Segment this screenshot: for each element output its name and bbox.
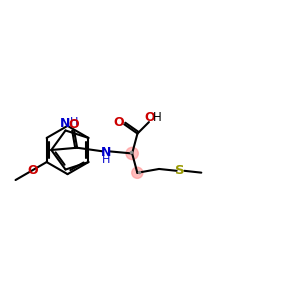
- Text: O: O: [144, 111, 155, 124]
- Text: O: O: [68, 118, 79, 131]
- Text: H: H: [153, 111, 161, 124]
- Text: N: N: [101, 146, 112, 159]
- Text: O: O: [27, 164, 38, 177]
- Text: S: S: [176, 164, 185, 177]
- Circle shape: [126, 147, 138, 160]
- Text: H: H: [70, 117, 78, 127]
- Text: H: H: [102, 155, 110, 165]
- Text: N: N: [60, 117, 71, 130]
- Text: O: O: [114, 116, 124, 129]
- Circle shape: [132, 167, 143, 178]
